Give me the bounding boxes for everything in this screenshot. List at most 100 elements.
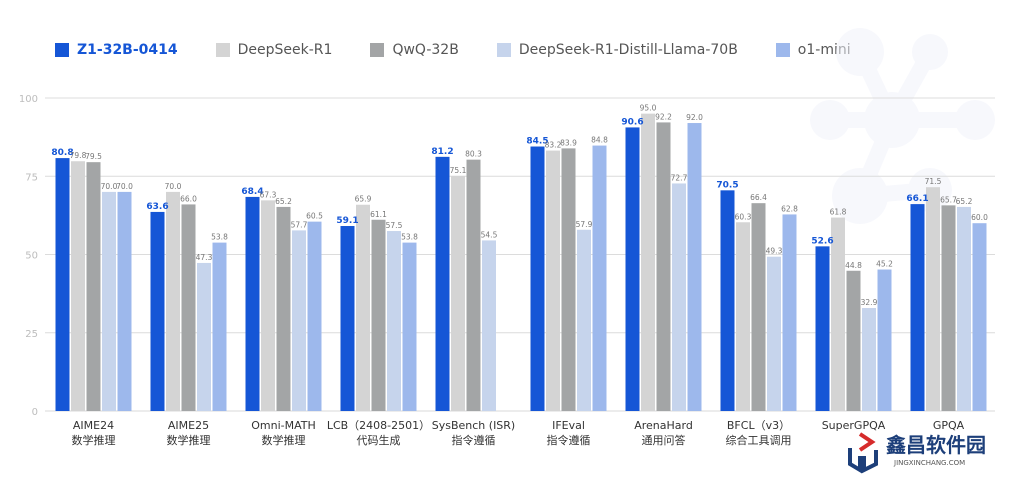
- bar: [720, 190, 735, 411]
- data-label: 70.0: [101, 182, 118, 191]
- bar: [402, 242, 417, 411]
- data-label: 53.8: [401, 233, 418, 242]
- data-label: 81.2: [431, 147, 453, 157]
- bar: [530, 146, 545, 411]
- data-label: 57.5: [386, 221, 403, 230]
- data-label: 75.1: [450, 166, 467, 175]
- legend-label: DeepSeek-R1-Distill-Llama-70B: [518, 42, 738, 58]
- data-label: 53.8: [211, 233, 228, 242]
- data-label: 80.3: [465, 150, 482, 159]
- y-tick-label: 0: [32, 407, 38, 418]
- bar: [371, 219, 386, 411]
- bar: [941, 205, 956, 411]
- bar: [307, 221, 322, 411]
- bar: [736, 222, 750, 411]
- data-label: 52.6: [811, 236, 833, 246]
- bar: [687, 123, 702, 411]
- bar: [656, 122, 671, 411]
- x-tick-label: SuperGPQA: [822, 419, 886, 432]
- data-label: 60.0: [971, 213, 988, 222]
- data-label: 67.3: [260, 190, 277, 199]
- data-label: 92.2: [655, 112, 672, 121]
- bar: [625, 127, 640, 411]
- value-labels: 80.879.879.570.070.063.670.066.047.353.8…: [51, 104, 988, 307]
- legend-swatch: [55, 43, 69, 57]
- x-tick-label: AIME25: [168, 419, 209, 432]
- bar: [181, 204, 196, 411]
- bar: [546, 150, 560, 412]
- bar: [276, 206, 291, 411]
- bar: [340, 226, 355, 411]
- watermark-url: JINGXINCHANG.COM: [893, 459, 965, 467]
- bar: [197, 262, 211, 411]
- data-label: 57.7: [291, 220, 308, 229]
- watermark-name: 鑫昌软件园: [886, 433, 986, 457]
- data-label: 61.8: [830, 208, 847, 217]
- y-tick-label: 75: [25, 172, 38, 183]
- data-label: 80.8: [51, 148, 73, 158]
- data-label: 66.4: [750, 193, 767, 202]
- data-label: 65.7: [940, 195, 957, 204]
- bar: [862, 308, 876, 411]
- data-label: 68.4: [241, 187, 263, 197]
- data-label: 71.5: [925, 177, 942, 186]
- bar: [972, 223, 987, 411]
- x-tick-label: AIME24: [73, 419, 114, 432]
- bar: [815, 246, 830, 411]
- background-decoration: [810, 28, 995, 224]
- data-label: 47.3: [196, 253, 213, 262]
- data-label: 61.1: [370, 210, 387, 219]
- bar: [482, 240, 496, 411]
- x-tick-sublabel: 指令遵循: [547, 433, 591, 447]
- x-tick-label: SysBench (ISR): [432, 419, 515, 432]
- data-label: 70.0: [165, 182, 182, 191]
- x-tick-sublabel: 数学推理: [262, 433, 306, 447]
- data-label: 49.3: [766, 247, 783, 256]
- bar: [55, 158, 70, 411]
- y-axis: 0 25 50 75 100: [19, 94, 38, 418]
- data-label: 62.8: [781, 204, 798, 213]
- data-label: 57.9: [576, 220, 593, 229]
- data-label: 54.5: [481, 230, 498, 239]
- legend-swatch: [775, 43, 790, 57]
- x-tick-sublabel: 综合工具调用: [726, 433, 792, 447]
- data-label: 59.1: [336, 216, 358, 226]
- bar: [292, 230, 306, 411]
- data-label: 72.7: [671, 173, 688, 182]
- bar: [672, 183, 686, 411]
- watermark-logo: 鑫昌软件园 JINGXINCHANG.COM: [846, 428, 1016, 474]
- bar: [831, 217, 845, 411]
- y-tick-label: 50: [25, 251, 38, 262]
- bar: [212, 242, 227, 411]
- legend-swatch: [370, 43, 385, 57]
- data-label: 45.2: [876, 260, 893, 269]
- bar: [577, 229, 591, 411]
- data-label: 79.8: [70, 151, 87, 160]
- legend-label: QwQ-32B: [392, 42, 459, 58]
- bar: [451, 175, 465, 411]
- x-tick-label: ArenaHard: [634, 419, 693, 432]
- data-label: 65.2: [956, 197, 973, 206]
- legend-label: Z1-32B-0414: [77, 42, 178, 58]
- data-label: 66.1: [906, 194, 928, 204]
- data-label: 84.5: [526, 137, 548, 147]
- legend-label: DeepSeek-R1: [237, 42, 333, 58]
- bar: [846, 270, 861, 411]
- bar: [466, 159, 481, 411]
- x-tick-sublabel: 数学推理: [167, 433, 211, 447]
- data-label: 70.0: [116, 182, 133, 191]
- data-label: 44.8: [845, 261, 862, 270]
- bar: [261, 200, 275, 411]
- data-label: 66.0: [180, 194, 197, 203]
- bar: [782, 214, 797, 411]
- x-axis: AIME24数学推理AIME25数学推理Omni-MATH数学推理LCB（240…: [72, 419, 965, 447]
- bar: [71, 161, 85, 411]
- data-label: 65.2: [275, 197, 292, 206]
- data-label: 60.3: [735, 212, 752, 221]
- bar: [245, 196, 260, 411]
- bar: [957, 206, 971, 411]
- x-tick-label: LCB（2408-2501）: [327, 419, 430, 432]
- bar: [877, 269, 892, 411]
- legend-item: DeepSeek-R1: [215, 42, 333, 58]
